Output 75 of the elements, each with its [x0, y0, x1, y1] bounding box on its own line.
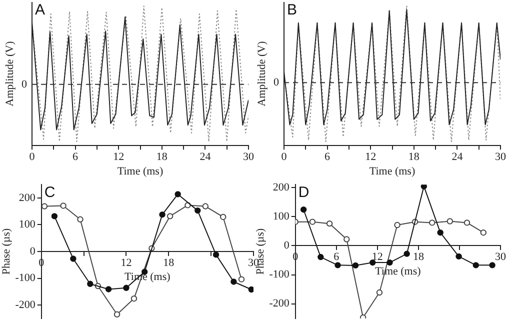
x-tick-label: 30	[243, 151, 254, 164]
point	[394, 222, 400, 228]
point	[159, 211, 166, 218]
x-tick-label: 12	[113, 151, 124, 164]
x-tick-label: 18	[408, 151, 420, 164]
x-tick-label: 12	[120, 256, 132, 269]
x-tick-label: 6	[72, 151, 79, 164]
x-tick-label: 18	[412, 251, 424, 264]
y-tick-label: 100	[272, 210, 290, 222]
y-axis-title: Phase (µs)	[0, 228, 12, 275]
point	[464, 220, 470, 226]
point	[456, 253, 462, 260]
y-tick-label: -200	[15, 298, 36, 311]
point	[352, 262, 359, 269]
point	[446, 218, 453, 224]
point	[489, 262, 496, 268]
x-tick-label: 12	[372, 251, 383, 264]
point	[326, 220, 333, 227]
y-tick-label: 0	[284, 240, 290, 252]
point	[376, 289, 383, 296]
x-tick-label: 18	[163, 256, 175, 269]
point	[60, 202, 66, 209]
point	[51, 213, 58, 220]
point	[309, 218, 316, 225]
point	[386, 259, 393, 266]
y-tick-label: 200	[272, 181, 290, 194]
point	[300, 206, 307, 213]
point	[174, 191, 181, 198]
y-axis-title: Amplitude (V)	[256, 40, 268, 106]
point	[472, 262, 479, 268]
y-tick-label: -100	[15, 272, 36, 284]
x-tick-label: 30	[495, 251, 506, 264]
point	[166, 213, 174, 220]
point	[194, 207, 201, 214]
annotation: C	[44, 184, 56, 202]
point	[220, 214, 226, 220]
point	[70, 256, 76, 262]
point	[318, 254, 324, 260]
x-tick-label: 12	[365, 151, 376, 164]
x-axis-title: Time (ms)	[117, 165, 164, 178]
y-tick-label: 200	[18, 192, 36, 204]
point	[334, 262, 341, 268]
x-tick-label: 18	[156, 151, 168, 164]
point	[238, 276, 245, 282]
point	[429, 220, 436, 226]
y-tick-label: 100	[18, 218, 36, 231]
y-axis-title: Amplitude (V)	[4, 40, 16, 106]
point	[105, 286, 112, 292]
point	[114, 311, 120, 318]
point	[480, 229, 487, 236]
x-tick-label: 6	[334, 251, 340, 264]
point	[344, 236, 350, 242]
x-tick-label: 24	[452, 151, 464, 164]
x-tick-label: 24	[200, 151, 212, 164]
point	[202, 203, 209, 210]
point	[248, 286, 254, 293]
point	[437, 229, 444, 236]
annotation: D	[298, 184, 310, 202]
point	[130, 296, 138, 302]
point	[87, 280, 94, 287]
annotation: B	[287, 2, 298, 19]
point	[370, 259, 376, 266]
point	[77, 216, 84, 222]
x-tick-label: 6	[324, 151, 331, 164]
point	[123, 284, 130, 291]
y-tick-label: -200	[269, 298, 290, 310]
point	[404, 250, 410, 257]
point	[41, 203, 48, 210]
x-axis-title: Time (ms)	[369, 165, 416, 178]
point	[420, 184, 428, 190]
annotation: A	[35, 2, 46, 19]
point	[230, 278, 237, 285]
x-tick-label: 30	[495, 151, 506, 164]
y-tick-label: -100	[269, 268, 290, 281]
point	[212, 252, 220, 258]
